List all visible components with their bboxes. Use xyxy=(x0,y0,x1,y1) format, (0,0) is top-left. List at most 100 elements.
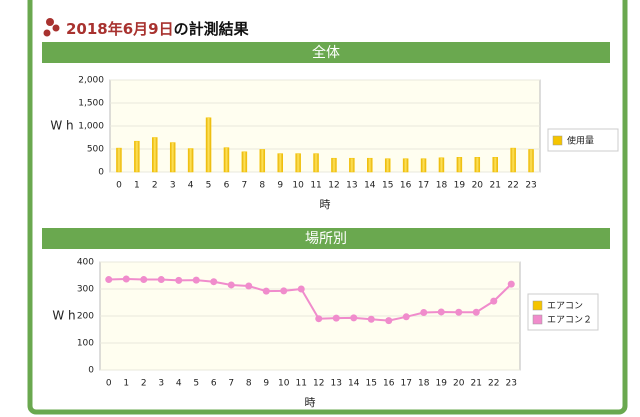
x-tick-label: 3 xyxy=(170,181,176,191)
y-tick-label: 100 xyxy=(77,339,94,349)
x-tick-label: 12 xyxy=(328,181,339,191)
header-date: 2018年6月9日 xyxy=(66,20,174,38)
point xyxy=(350,314,358,322)
y-tick-label: 400 xyxy=(77,258,94,268)
point xyxy=(175,276,183,284)
x-tick-label: 16 xyxy=(383,379,395,389)
x-tick-label: 0 xyxy=(106,379,112,389)
header-icon xyxy=(43,18,60,37)
section-bar xyxy=(42,228,610,249)
point xyxy=(490,297,498,305)
x-tick-label: 4 xyxy=(188,181,194,191)
bar xyxy=(331,157,337,173)
x-tick-label: 20 xyxy=(453,379,465,389)
header-suffix: の計測結果 xyxy=(174,20,250,38)
point xyxy=(472,308,480,316)
x-axis-label: 時 xyxy=(320,198,331,211)
point xyxy=(402,313,410,321)
section-title: 場所別 xyxy=(305,231,347,247)
x-tick-label: 1 xyxy=(134,181,140,191)
x-tick-label: 11 xyxy=(310,181,321,191)
x-tick-label: 4 xyxy=(176,379,182,389)
x-tick-label: 7 xyxy=(228,379,234,389)
bar xyxy=(313,153,319,173)
bar xyxy=(510,147,516,173)
legend-label: エアコン２ xyxy=(547,316,592,326)
point xyxy=(122,275,130,283)
bar xyxy=(420,158,427,173)
x-tick-label: 22 xyxy=(488,379,499,389)
x-tick-label: 9 xyxy=(263,379,269,389)
point xyxy=(315,315,323,323)
point xyxy=(367,315,375,323)
point xyxy=(227,281,235,289)
y-tick-label: 0 xyxy=(98,168,104,178)
point xyxy=(437,308,445,316)
y-tick-label: 500 xyxy=(87,145,104,155)
bar xyxy=(492,157,498,173)
point xyxy=(332,314,340,322)
bar xyxy=(349,157,355,173)
x-tick-label: 12 xyxy=(313,379,324,389)
x-tick-label: 2 xyxy=(152,181,158,191)
bar xyxy=(456,157,463,173)
bar xyxy=(528,149,534,173)
point xyxy=(245,282,253,290)
x-tick-label: 6 xyxy=(211,379,217,389)
bar xyxy=(438,157,445,173)
x-tick-label: 1 xyxy=(123,379,129,389)
bar xyxy=(402,158,409,173)
bar xyxy=(116,147,122,173)
x-tick-label: 15 xyxy=(382,181,393,191)
x-tick-label: 0 xyxy=(116,181,122,191)
legend-swatch xyxy=(552,135,563,146)
x-tick-label: 3 xyxy=(158,379,164,389)
x-tick-label: 18 xyxy=(418,379,430,389)
x-axis-label: 時 xyxy=(305,396,316,409)
point xyxy=(297,285,305,293)
bar xyxy=(134,140,140,173)
y-tick-label: 300 xyxy=(77,285,94,295)
bar xyxy=(367,157,373,173)
bar xyxy=(295,153,301,173)
x-tick-label: 7 xyxy=(242,181,248,191)
bar xyxy=(152,137,158,173)
x-tick-label: 19 xyxy=(454,181,466,191)
section-title: 全体 xyxy=(312,44,340,61)
y-tick-label: 200 xyxy=(77,312,94,322)
y-tick-label: 1,500 xyxy=(78,99,104,109)
point xyxy=(385,317,393,325)
x-tick-label: 23 xyxy=(525,181,536,191)
x-tick-label: 10 xyxy=(278,379,290,389)
point xyxy=(210,278,218,286)
x-tick-label: 15 xyxy=(366,379,377,389)
x-tick-label: 18 xyxy=(436,181,448,191)
bar xyxy=(241,151,248,173)
point xyxy=(105,276,113,284)
y-tick-label: 2,000 xyxy=(78,76,104,86)
bar xyxy=(223,147,230,173)
x-tick-label: 6 xyxy=(224,181,230,191)
x-tick-label: 23 xyxy=(506,379,517,389)
point xyxy=(280,287,288,295)
point xyxy=(157,276,165,284)
x-tick-label: 21 xyxy=(471,379,482,389)
x-tick-label: 14 xyxy=(348,379,360,389)
x-tick-label: 8 xyxy=(246,379,252,389)
x-tick-label: 10 xyxy=(292,181,304,191)
y-axis-label: W h xyxy=(52,309,75,323)
section-bar xyxy=(42,42,610,63)
y-tick-label: 1,000 xyxy=(78,122,104,132)
point xyxy=(140,276,148,284)
bar xyxy=(205,117,212,173)
point xyxy=(262,287,270,295)
point xyxy=(507,280,515,288)
x-tick-label: 8 xyxy=(259,181,265,191)
x-tick-label: 21 xyxy=(489,181,500,191)
y-tick-label: 0 xyxy=(88,366,94,376)
x-tick-label: 17 xyxy=(418,181,429,191)
x-tick-label: 17 xyxy=(401,379,412,389)
bar xyxy=(474,157,481,173)
bar xyxy=(277,153,283,173)
